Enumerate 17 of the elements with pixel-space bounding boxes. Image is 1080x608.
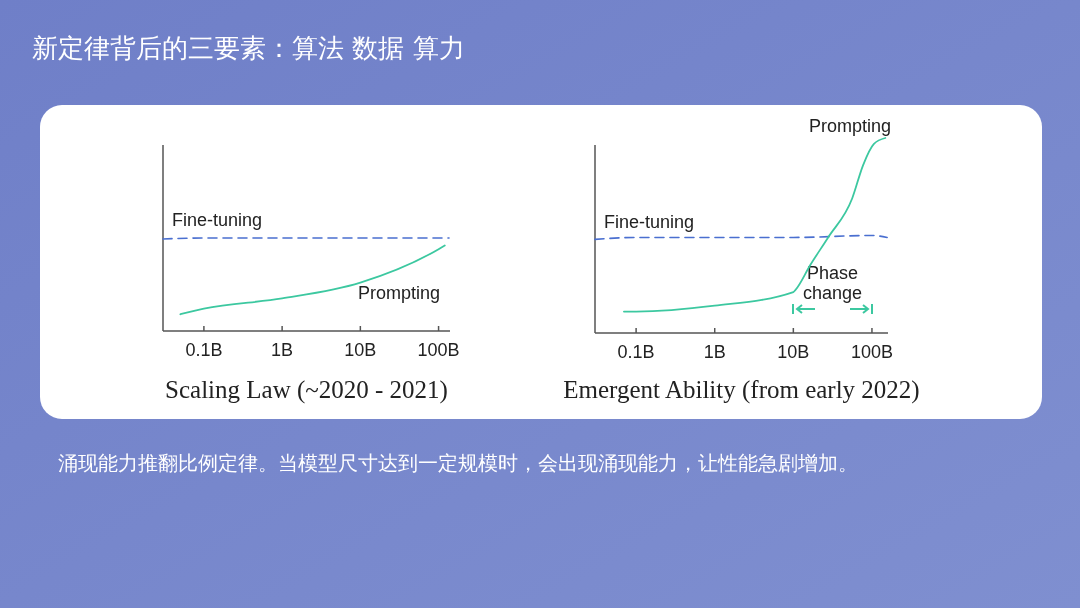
text: Emergent Ability (from early 2022): [563, 376, 920, 404]
x-tick-label: 100B: [417, 340, 460, 360]
text: 新定律背后的三要素：算法 数据 算力: [32, 33, 465, 63]
series-label: Prompting: [808, 116, 891, 136]
annotation: Phase change: [802, 263, 863, 303]
x-tick-label: 10B: [777, 342, 810, 362]
series-label: Prompting: [357, 283, 440, 303]
text: 涌现能力推翻比例定律。当模型尺寸达到一定规模时，会出现涌现能力，让性能急剧增加。: [58, 452, 858, 475]
text: Scaling Law (~2020 - 2021): [165, 376, 448, 404]
x-tick-label: 100B: [850, 342, 893, 362]
series-label: Fine-tuning: [604, 212, 695, 232]
x-tick-label: 0.1B: [617, 342, 655, 362]
x-tick-label: 1B: [271, 340, 294, 360]
x-tick-label: 1B: [703, 342, 726, 362]
x-tick-label: 0.1B: [185, 340, 223, 360]
x-tick-label: 10B: [344, 340, 377, 360]
series-label: Fine-tuning: [172, 210, 263, 230]
